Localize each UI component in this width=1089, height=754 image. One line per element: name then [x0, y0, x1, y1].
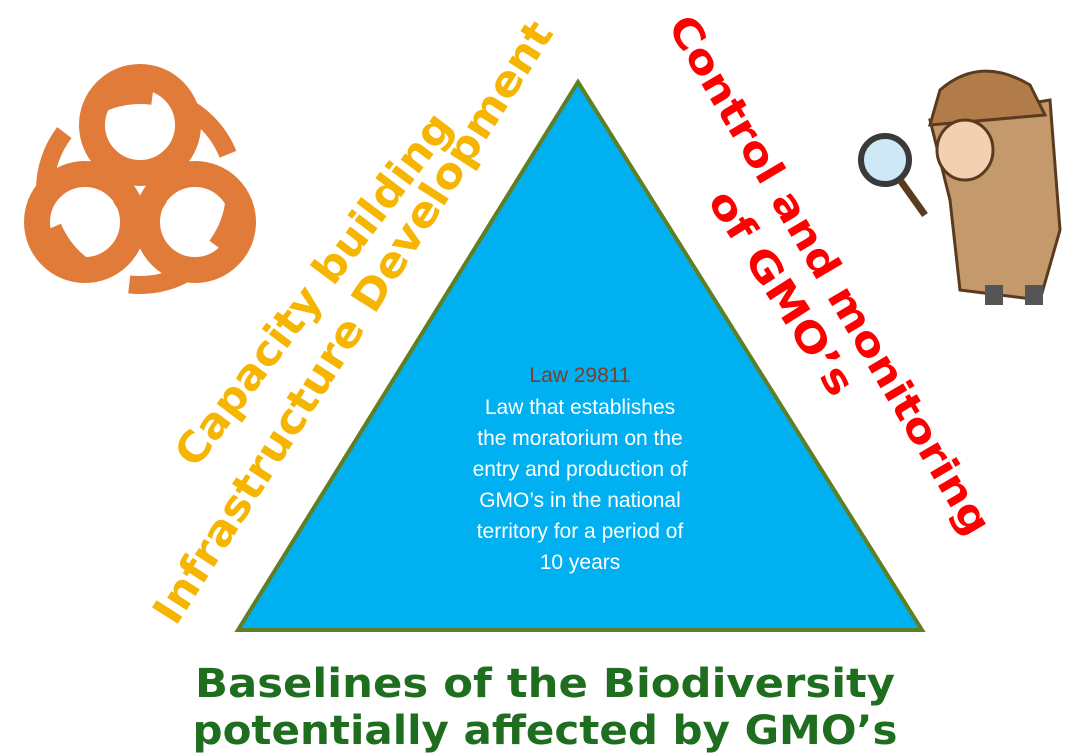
footer-line: Baselines of the Biodiversity [195, 661, 895, 707]
slide: Law 29811 Law that establishes the morato… [0, 0, 1089, 754]
law-body-line: entry and production of [473, 458, 688, 481]
detective-icon [861, 71, 1060, 305]
footer-line: potentially affected by GMO’s [193, 708, 898, 754]
law-body-line: territory for a period of [477, 520, 684, 543]
biohazard-icon [37, 70, 243, 285]
law-body-line: the moratorium on the [477, 427, 682, 450]
law-body-line: GMO’s in the national [479, 489, 681, 512]
law-body-line: Law that establishes [485, 396, 675, 419]
law-body-line: 10 years [540, 551, 621, 574]
law-title: Law 29811 [529, 364, 630, 387]
